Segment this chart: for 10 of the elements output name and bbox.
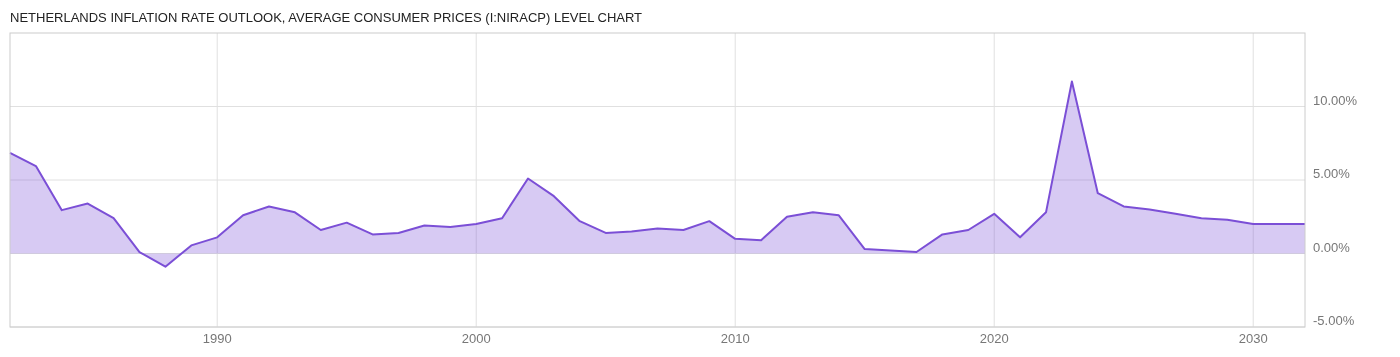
x-tick-label: 2030 (1238, 331, 1268, 346)
y-tick-label: 10.00% (1313, 92, 1358, 108)
y-tick-label: 0.00% (1313, 239, 1351, 255)
x-tick-label: 2020 (979, 331, 1009, 346)
chart-title: NETHERLANDS INFLATION RATE OUTLOOK, AVERAGE CONSUMER PRICES (I:NIRACP) LEVEL CHART (10, 10, 643, 25)
y-tick-label: 5.00% (1313, 166, 1351, 181)
x-tick-label: 1990 (202, 331, 232, 346)
x-tick-label: 2010 (720, 331, 750, 346)
x-tick-label: 2000 (461, 331, 491, 346)
y-tick-label: -5.00% (1313, 313, 1355, 328)
